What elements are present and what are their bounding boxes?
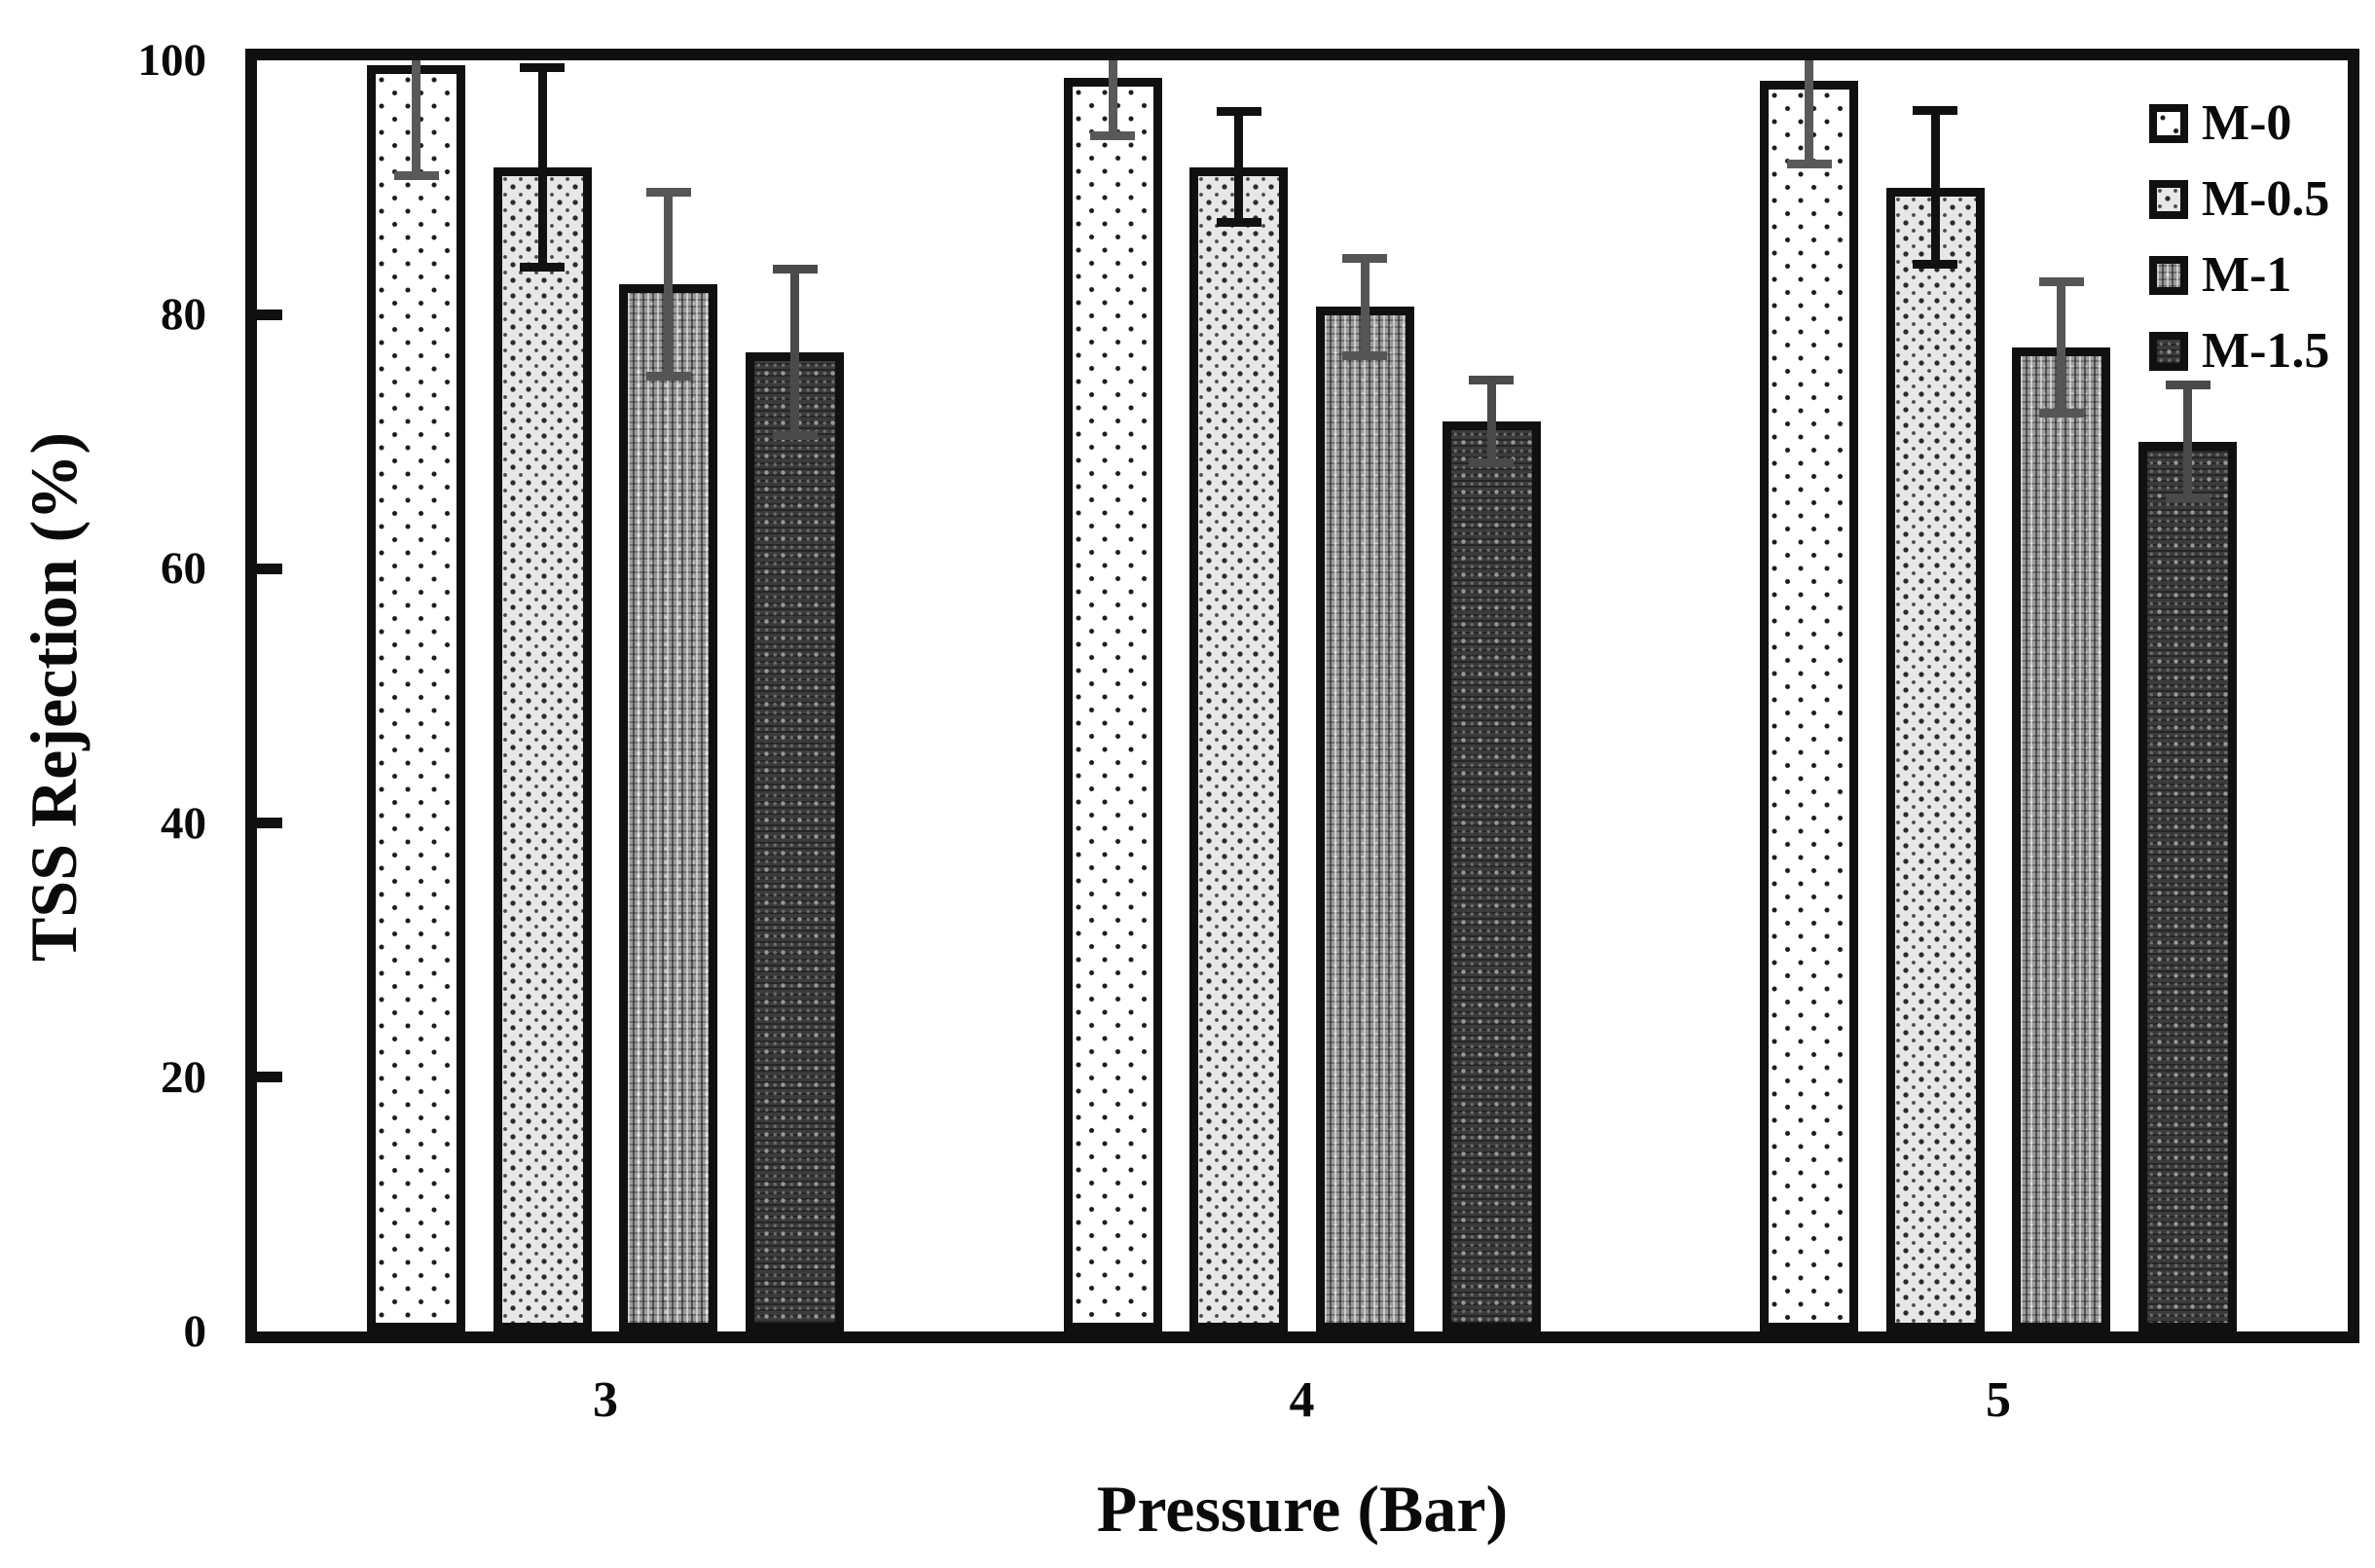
y-tick-mark-40	[257, 818, 282, 829]
error-bar-M-0.5-pressure-5	[1930, 106, 1940, 270]
error-cap-upper-M-1.5-pressure-4	[1469, 375, 1515, 384]
error-bar-M-0-pressure-5	[1805, 60, 1813, 169]
y-tick-label-20: 20	[161, 1051, 206, 1103]
error-cap-lower-M-0.5-pressure-4	[1216, 218, 1261, 228]
error-cap-lower-M-1-pressure-5	[2038, 408, 2084, 418]
error-cap-lower-M-1.5-pressure-4	[1469, 457, 1515, 467]
error-cap-upper-M-1-pressure-5	[2038, 277, 2084, 287]
error-cap-upper-M-1-pressure-4	[1342, 253, 1388, 263]
bar-M-1.5-pressure-4	[1442, 420, 1541, 1331]
legend-marker-M-1-icon	[2149, 256, 2188, 295]
legend-marker-M-0.5-icon	[2149, 180, 2188, 219]
y-axis-title: TSS Rejection (%)	[17, 432, 91, 962]
error-cap-lower-M-0-pressure-4	[1090, 131, 1135, 141]
y-tick-mark-20	[257, 1072, 282, 1083]
error-cap-upper-M-0.5-pressure-3	[520, 62, 566, 72]
bar-M-1.5-pressure-5	[2138, 441, 2238, 1331]
error-cap-lower-M-0-pressure-5	[1786, 160, 1832, 168]
error-cap-lower-M-1-pressure-3	[645, 372, 691, 382]
y-tick-label-100: 100	[137, 35, 207, 86]
legend-marker-M-1.5-icon	[2149, 332, 2188, 371]
x-tick-label-4: 4	[1289, 1372, 1315, 1428]
y-tick-mark-60	[257, 563, 282, 574]
legend-label-M-1: M-1	[2202, 247, 2292, 303]
error-cap-lower-M-0.5-pressure-3	[520, 262, 566, 272]
error-cap-upper-M-0.5-pressure-4	[1216, 107, 1261, 117]
legend-entry-M-0.5: M-0.5	[2149, 162, 2329, 237]
x-tick-label-5: 5	[1986, 1372, 2012, 1428]
y-tick-label-80: 80	[161, 289, 206, 341]
legend-entry-M-1.5: M-1.5	[2149, 313, 2329, 389]
error-cap-lower-M-1-pressure-4	[1342, 351, 1388, 361]
error-bar-M-0-pressure-4	[1108, 60, 1117, 141]
error-bar-M-1-pressure-5	[2057, 277, 2066, 418]
bar-M-0.5-pressure-4	[1189, 166, 1289, 1331]
bar-M-0-pressure-4	[1063, 78, 1162, 1331]
error-bar-M-1-pressure-3	[664, 187, 674, 382]
y-tick-mark-80	[257, 309, 282, 320]
plot-area	[257, 60, 2348, 1331]
y-tick-label-60: 60	[161, 543, 206, 595]
legend-marker-M-0-icon	[2149, 104, 2188, 143]
error-bar-M-0.5-pressure-3	[537, 62, 547, 272]
y-tick-label-40: 40	[161, 797, 206, 849]
error-cap-lower-M-1.5-pressure-5	[2165, 493, 2211, 503]
error-cap-lower-M-0-pressure-3	[393, 170, 439, 180]
legend-label-M-0.5: M-0.5	[2202, 171, 2330, 227]
error-bar-M-1.5-pressure-5	[2183, 381, 2193, 503]
error-cap-upper-M-0.5-pressure-5	[1913, 106, 1958, 116]
legend-entry-M-1: M-1	[2149, 237, 2329, 313]
legend-entry-M-0: M-0	[2149, 86, 2329, 162]
legend: M-0 M-0.5 M-1 M-1.5	[2149, 86, 2329, 389]
y-tick-label-0: 0	[183, 1306, 207, 1357]
legend-label-M-0: M-0	[2202, 95, 2292, 151]
error-cap-lower-M-0.5-pressure-5	[1913, 260, 1958, 270]
bar-M-0-pressure-3	[367, 65, 465, 1331]
error-cap-lower-M-1.5-pressure-3	[772, 431, 818, 441]
legend-label-M-1.5: M-1.5	[2202, 323, 2330, 379]
error-cap-upper-M-1.5-pressure-5	[2165, 381, 2211, 390]
error-bar-M-1.5-pressure-4	[1486, 375, 1496, 467]
x-axis-title: Pressure (Bar)	[1096, 1472, 1509, 1546]
x-tick-label-3: 3	[593, 1372, 619, 1428]
bar-M-1-pressure-3	[619, 283, 718, 1331]
plot-frame	[245, 49, 2359, 1343]
bar-M-1-pressure-4	[1315, 307, 1414, 1331]
error-bar-M-0.5-pressure-4	[1234, 107, 1244, 228]
bar-M-1.5-pressure-3	[746, 352, 845, 1331]
error-bar-M-1.5-pressure-3	[790, 265, 800, 441]
error-cap-upper-M-1-pressure-3	[645, 187, 691, 197]
error-bar-M-1-pressure-4	[1360, 253, 1370, 361]
bar-M-1-pressure-5	[2012, 347, 2111, 1331]
bar-M-0.5-pressure-5	[1885, 187, 1985, 1331]
bar-M-0-pressure-5	[1760, 80, 1858, 1331]
error-bar-M-0-pressure-3	[412, 60, 420, 180]
error-cap-upper-M-1.5-pressure-3	[772, 265, 818, 274]
